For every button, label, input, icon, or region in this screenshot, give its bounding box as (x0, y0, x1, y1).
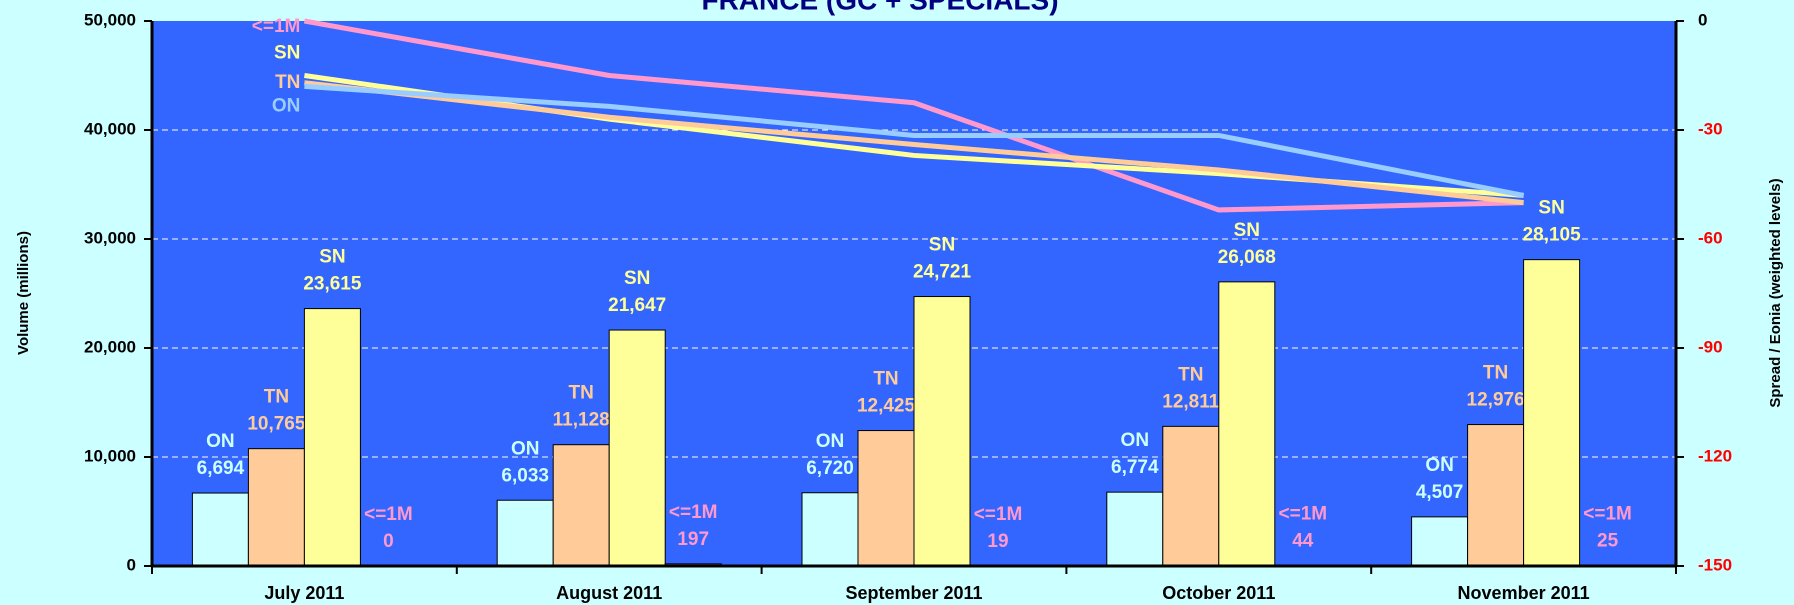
bar-value-label: 26,068 (1218, 247, 1276, 268)
x-tick-label: August 2011 (556, 583, 662, 603)
bar-value-label: 12,811 (1162, 391, 1219, 412)
bar-value-label: 6,694 (197, 458, 245, 479)
bar (1218, 281, 1276, 567)
line (304, 80, 1524, 206)
y-tick-label: 50,000 (84, 10, 136, 29)
chart-title: FRANCE (GC + SPECIALS) (701, 0, 1058, 15)
bar (303, 308, 361, 567)
bar-value-label: 6,720 (806, 458, 854, 479)
line-series-label: TN (275, 72, 300, 93)
bar (191, 492, 249, 567)
y2-tick-label: -120 (1698, 446, 1732, 465)
bar-series-label: ON (1425, 455, 1454, 476)
bar-value-label: 197 (677, 529, 709, 550)
y-tick-label: 40,000 (84, 119, 136, 138)
y-tick-label: 30,000 (84, 228, 136, 247)
bar-value-label: 12,425 (857, 396, 916, 417)
bar (913, 296, 971, 567)
y2-tick-label: -60 (1698, 228, 1723, 247)
bar-series-label: SN (1538, 198, 1564, 219)
line (303, 18, 1524, 213)
bar (608, 329, 666, 567)
y-tick-label: 10,000 (84, 446, 136, 465)
bar-series-label: TN (264, 387, 289, 408)
bar-series-label: ON (206, 431, 235, 452)
y-tick-label: 20,000 (84, 337, 136, 356)
x-tick-label: September 2011 (845, 583, 982, 603)
bar-series-label: SN (319, 247, 345, 268)
bar-series-label: SN (1234, 220, 1260, 241)
bar-series-label: TN (569, 383, 594, 404)
x-tick-label: October 2011 (1162, 583, 1275, 603)
bar-value-label: 21,647 (608, 295, 666, 316)
bar-value-label: 11,128 (553, 410, 610, 431)
y2-tick-label: -30 (1698, 119, 1723, 138)
bar-value-label: 28,105 (1523, 225, 1582, 246)
bar-series-label: TN (1178, 364, 1203, 385)
bar-series-label: ON (511, 438, 540, 459)
bar (552, 444, 610, 567)
bar-series-label: <=1M (364, 504, 413, 525)
line (304, 83, 1525, 198)
y2-tick-label: -90 (1698, 337, 1723, 356)
bar-value-label: 0 (383, 531, 394, 552)
bar-series-label: TN (873, 369, 898, 390)
bar-value-label: 12,976 (1467, 390, 1525, 411)
bar-value-label: 10,765 (247, 414, 306, 435)
bar (247, 448, 305, 567)
bar-value-label: 24,721 (913, 262, 972, 283)
bar-value-label: 6,033 (501, 465, 549, 486)
bar (1467, 424, 1525, 567)
bar (1162, 425, 1220, 567)
x-tick-label: July 2011 (264, 583, 344, 603)
line-series-label: <=1M (252, 16, 301, 37)
y-tick-label: 0 (127, 555, 136, 574)
bar-value-label: 4,507 (1416, 482, 1464, 503)
bar-series-label: <=1M (974, 504, 1023, 525)
bar (1411, 516, 1469, 567)
y2-tick-label: 0 (1698, 10, 1707, 29)
bar-value-label: 25 (1597, 531, 1619, 552)
bar (496, 499, 554, 567)
bar-series-label: <=1M (1583, 504, 1632, 525)
bar (801, 492, 859, 567)
bar (857, 430, 915, 567)
bar-series-label: ON (816, 431, 845, 452)
line-series-label: SN (274, 43, 300, 64)
bar-series-label: SN (929, 235, 955, 256)
bar-series-label: <=1M (669, 502, 718, 523)
bar-series-label: SN (624, 268, 650, 289)
bar-value-label: 6,774 (1111, 457, 1159, 478)
line-series-label: ON (272, 95, 301, 116)
bar-series-label: ON (1121, 430, 1150, 451)
bar-value-label: 44 (1292, 531, 1314, 552)
y2-tick-label: -150 (1698, 555, 1732, 574)
bar-series-label: TN (1483, 363, 1508, 384)
y2-axis-label: Spread / Eonia (weighted levels) (1767, 178, 1784, 407)
bar (1523, 259, 1581, 567)
bar-value-label: 19 (987, 531, 1008, 552)
y-axis-label: Volume (millions) (15, 231, 32, 355)
bar-series-label: <=1M (1279, 504, 1328, 525)
bar (1106, 491, 1164, 567)
bar-value-label: 23,615 (303, 274, 362, 295)
x-tick-label: November 2011 (1458, 583, 1590, 603)
